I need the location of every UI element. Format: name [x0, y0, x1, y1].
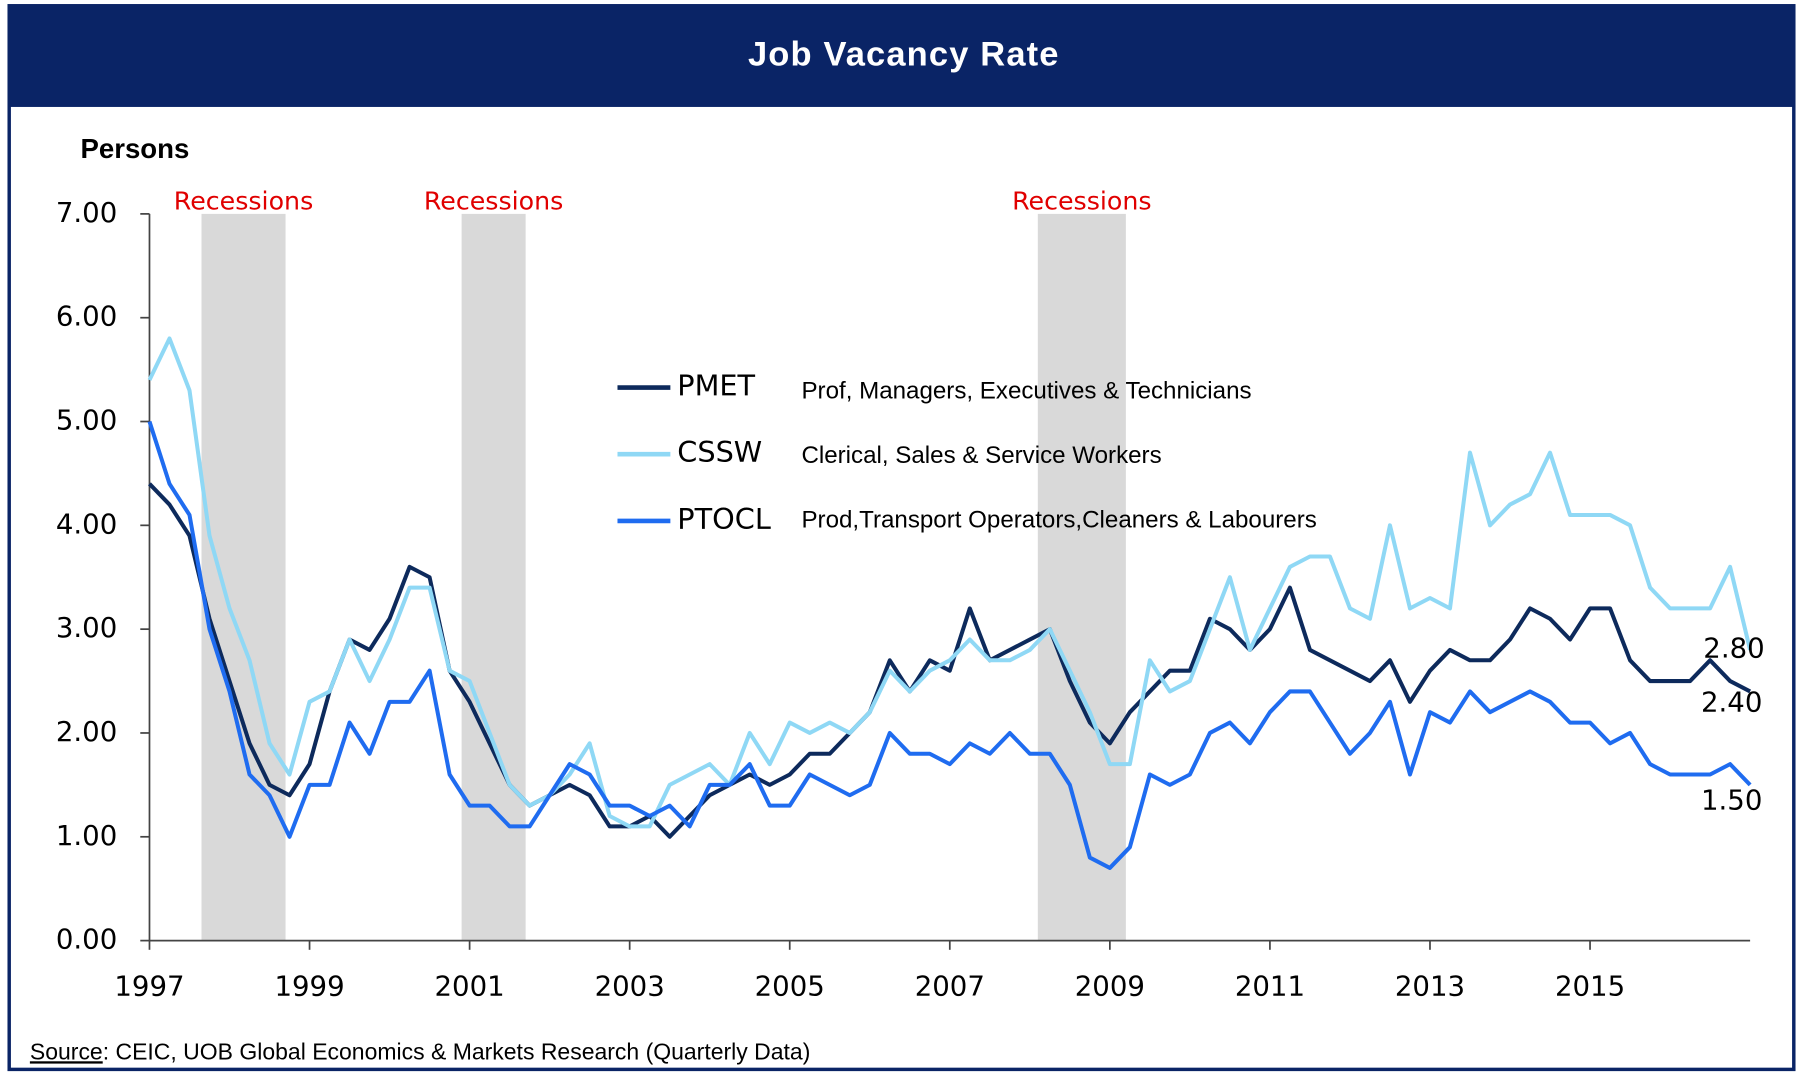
- y-tick-label: 5.00: [56, 404, 117, 437]
- legend-description: Prof, Managers, Executives & Technicians: [801, 377, 1251, 404]
- end-label: 2.40: [1701, 686, 1762, 719]
- recession-band: [1037, 213, 1126, 941]
- y-tick-label: 0.00: [56, 923, 117, 956]
- x-tick-label: 2015: [1555, 970, 1625, 1003]
- recession-label: Recessions: [1012, 186, 1151, 215]
- y-tick-label: 3.00: [56, 611, 117, 644]
- header: [9, 5, 1794, 107]
- recession-label: Recessions: [424, 186, 563, 215]
- legend-name: PTOCL: [677, 502, 771, 536]
- x-tick-label: 2003: [595, 970, 665, 1003]
- end-label: 2.80: [1703, 632, 1764, 665]
- x-tick-label: 1999: [274, 970, 344, 1003]
- legend-description: Clerical, Sales & Service Workers: [801, 442, 1161, 469]
- y-tick-label: 1.00: [56, 819, 117, 852]
- x-tick-label: 1997: [114, 970, 184, 1003]
- source: Source: CEIC, UOB Global Economics & Mar…: [30, 1038, 810, 1064]
- frame: [7, 4, 1796, 1072]
- plot: Recessions Recessions Recessions 0.00 1.00 2.…: [56, 186, 1765, 1002]
- recession-band: [461, 213, 526, 941]
- legend-description: Prod,Transport Operators,Cleaners & Labo…: [801, 506, 1316, 533]
- chart-title: Job Vacancy Rate: [748, 35, 1060, 73]
- recession-label: Recessions: [174, 186, 313, 215]
- y-axis-label: Persons: [80, 133, 189, 164]
- y-tick-label: 7.00: [56, 196, 117, 229]
- series-line: [148, 482, 1752, 839]
- y-tick-label: 2.00: [56, 715, 117, 748]
- recession-band: [201, 213, 286, 941]
- legend-name: CSSW: [677, 435, 762, 469]
- end-label: 1.50: [1701, 783, 1762, 816]
- y-tick-label: 6.00: [56, 300, 117, 333]
- series-line: [147, 336, 1753, 829]
- x-tick-label: 2009: [1075, 970, 1145, 1003]
- x-tick-label: 2007: [915, 970, 985, 1003]
- x-tick-label: 2001: [435, 970, 505, 1003]
- x-tick-label: 2011: [1235, 970, 1305, 1003]
- x-tick-label: 2005: [755, 970, 825, 1003]
- source-label: Source: [30, 1038, 103, 1064]
- y-tick-label: 4.00: [56, 507, 117, 540]
- source-text: : CEIC, UOB Global Economics & Markets R…: [103, 1038, 811, 1064]
- legend-name: PMET: [677, 369, 755, 403]
- x-tick-label: 2013: [1395, 970, 1465, 1003]
- series-line: [147, 420, 1752, 870]
